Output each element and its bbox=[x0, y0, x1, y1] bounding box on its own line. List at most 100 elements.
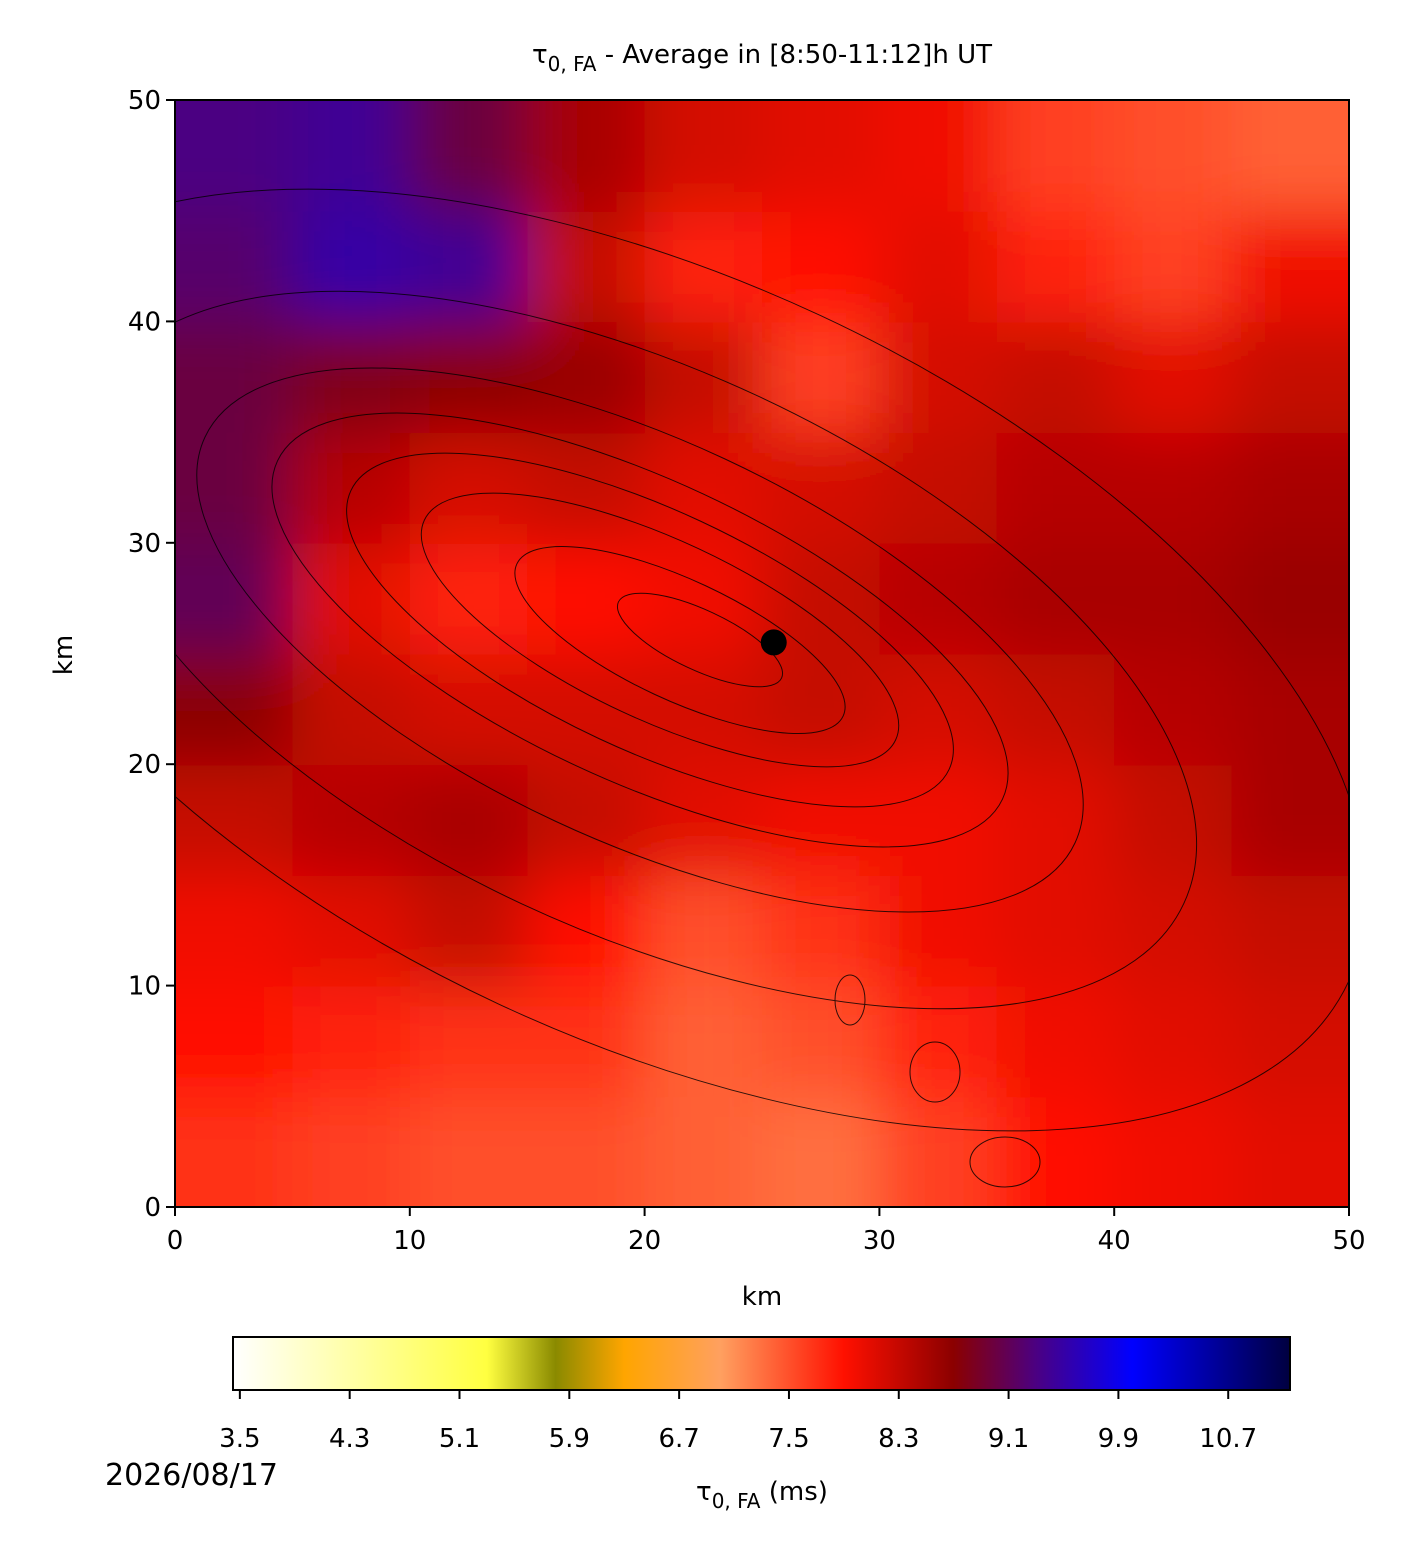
plot-area bbox=[175, 100, 1349, 1207]
heat-cell bbox=[1231, 432, 1349, 544]
heat-cell bbox=[644, 985, 763, 1098]
heat-cell bbox=[1231, 764, 1349, 876]
date: 2026/08/17 bbox=[105, 1458, 278, 1493]
heat-cell bbox=[996, 985, 1116, 1098]
heat-cell bbox=[409, 985, 529, 1098]
heat-cell bbox=[1231, 985, 1349, 1098]
heat-cell bbox=[644, 1096, 763, 1207]
colorbar-label-symbol: τ bbox=[696, 1477, 712, 1507]
heat-cell bbox=[1231, 874, 1349, 987]
heat-cell bbox=[879, 764, 998, 876]
heat-cell bbox=[175, 542, 294, 655]
heat-cell bbox=[1114, 321, 1233, 434]
heat-cell bbox=[996, 432, 1116, 544]
heat-cell bbox=[175, 985, 294, 1098]
heat-cell bbox=[292, 1096, 411, 1207]
heat-cell bbox=[527, 1096, 646, 1207]
heat-cell bbox=[879, 432, 998, 544]
colorbar-tick-label: 9.9 bbox=[1098, 1424, 1139, 1454]
x-tick-label: 10 bbox=[393, 1226, 426, 1256]
heat-cell bbox=[175, 100, 294, 212]
heat-cell bbox=[1231, 1096, 1349, 1207]
heat-cell bbox=[175, 1096, 294, 1207]
heat-cell bbox=[762, 1096, 881, 1207]
heat-cell bbox=[175, 321, 294, 434]
heat-cell bbox=[644, 321, 763, 434]
colorbar-tick-label: 9.1 bbox=[988, 1424, 1029, 1454]
y-tick-label: 20 bbox=[128, 750, 161, 780]
heat-cell bbox=[644, 542, 763, 655]
heat-cell bbox=[1231, 542, 1349, 655]
heat-cell bbox=[996, 1096, 1116, 1207]
y-axis-label: km bbox=[49, 635, 79, 675]
heat-cell bbox=[292, 985, 411, 1098]
title-text: - Average in [8:50-11:12]h UT bbox=[596, 40, 992, 70]
heat-cell bbox=[1114, 874, 1233, 987]
colorbar-tick-label: 3.5 bbox=[219, 1424, 260, 1454]
heat-cell bbox=[996, 100, 1116, 212]
heat-cell bbox=[1231, 653, 1349, 766]
heat-cell bbox=[409, 321, 529, 434]
colorbar-tick-label: 10.7 bbox=[1199, 1424, 1257, 1454]
y-tick-label: 0 bbox=[144, 1193, 161, 1223]
colorbar-label-text: (ms) bbox=[761, 1477, 828, 1507]
x-axis-label: km bbox=[742, 1282, 782, 1312]
heat-cell bbox=[527, 100, 646, 212]
heat-cell bbox=[175, 653, 294, 766]
colorbar-label: τ0, FA (ms) bbox=[696, 1477, 828, 1513]
heat-cell bbox=[879, 210, 998, 323]
heat-cell bbox=[879, 100, 998, 212]
heat-cell bbox=[292, 874, 411, 987]
heat-cell bbox=[292, 764, 411, 876]
heat-cell bbox=[1114, 764, 1233, 876]
x-tick-label: 20 bbox=[628, 1226, 661, 1256]
heat-cell bbox=[996, 653, 1116, 766]
y-tick-label: 50 bbox=[128, 86, 161, 116]
heat-cell bbox=[292, 100, 411, 212]
heat-cell bbox=[762, 321, 881, 434]
heat-cell bbox=[762, 210, 881, 323]
colorbar-tick-label: 7.5 bbox=[768, 1424, 809, 1454]
heat-cell bbox=[879, 985, 998, 1098]
x-tick-label: 0 bbox=[167, 1226, 184, 1256]
heat-cell bbox=[527, 653, 646, 766]
field bbox=[175, 100, 1349, 1207]
heat-cell bbox=[1114, 1096, 1233, 1207]
colorbar bbox=[232, 1336, 1291, 1391]
x-tick-label: 40 bbox=[1098, 1226, 1131, 1256]
heat-cell bbox=[409, 210, 529, 323]
heat-cell bbox=[175, 210, 294, 323]
title-subscript: 0, FA bbox=[548, 52, 597, 76]
heat-cell bbox=[292, 321, 411, 434]
heat-cell bbox=[879, 653, 998, 766]
heat-cell bbox=[409, 874, 529, 987]
y-tick-label: 40 bbox=[128, 307, 161, 337]
heat-cell bbox=[644, 432, 763, 544]
heat-cell bbox=[762, 100, 881, 212]
heat-cell bbox=[996, 874, 1116, 987]
heat-cell bbox=[762, 874, 881, 987]
colorbar-tick-label: 5.9 bbox=[549, 1424, 590, 1454]
heat-cell bbox=[762, 985, 881, 1098]
heat-cell bbox=[527, 432, 646, 544]
heat-cell bbox=[409, 542, 529, 655]
heat-cell bbox=[1114, 210, 1233, 323]
heat-cell bbox=[644, 874, 763, 987]
heat-cell bbox=[879, 542, 998, 655]
plot-frame bbox=[174, 99, 1350, 1208]
heat-cell bbox=[175, 432, 294, 544]
heat-cell bbox=[996, 210, 1116, 323]
heat-cell bbox=[292, 653, 411, 766]
y-tick-label: 10 bbox=[128, 972, 161, 1002]
heat-cell bbox=[996, 321, 1116, 434]
colorbar-tick-label: 8.3 bbox=[878, 1424, 919, 1454]
heat-cell bbox=[409, 1096, 529, 1207]
heat-cell bbox=[1114, 653, 1233, 766]
heat-cell bbox=[762, 432, 881, 544]
heat-cell bbox=[644, 764, 763, 876]
x-tick-label: 50 bbox=[1332, 1226, 1365, 1256]
heat-cell bbox=[527, 874, 646, 987]
heat-cell bbox=[644, 653, 763, 766]
title-symbol: τ bbox=[532, 40, 548, 70]
